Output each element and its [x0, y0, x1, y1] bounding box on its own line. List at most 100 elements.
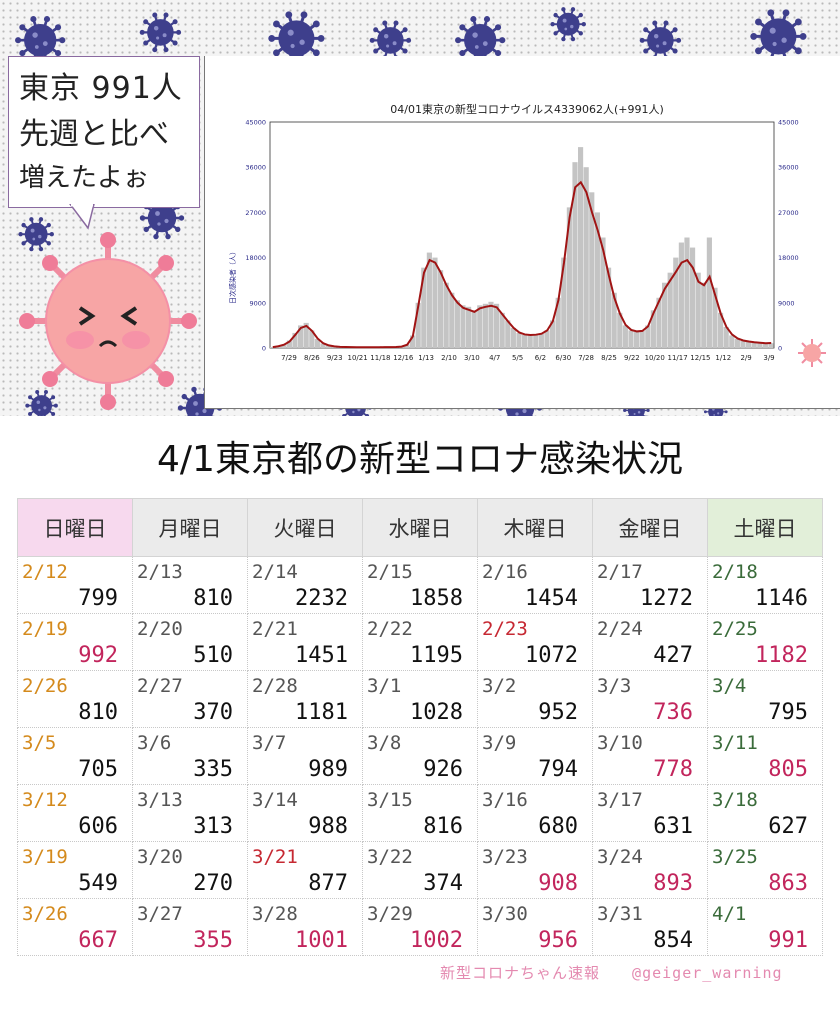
day-case-count: 810	[78, 700, 118, 725]
chart-bar	[706, 237, 712, 348]
y-tick-label-left: 27000	[245, 209, 266, 217]
y-tick-label-left: 18000	[245, 254, 266, 262]
chart-bar	[645, 325, 651, 348]
day-case-count: 549	[78, 871, 118, 896]
virus-icon	[639, 20, 681, 60]
x-tick-label: 12/16	[393, 354, 414, 362]
day-case-count: 313	[193, 814, 233, 839]
virus-icon	[369, 20, 411, 60]
chart-bar	[594, 212, 600, 348]
weekly-calendar-table: 日曜日 月曜日 火曜日 水曜日 木曜日 金曜日 土曜日 2/12 799 2/13 810 2/14…	[17, 498, 823, 956]
day-date: 3/27	[137, 903, 183, 925]
day-cell: 2/15 1858	[362, 556, 478, 614]
day-cell: 3/10 778	[592, 727, 708, 785]
chart-bar	[690, 247, 696, 348]
x-tick-label: 3/9	[763, 354, 774, 362]
day-cell: 3/16 680	[477, 784, 593, 842]
chart-title: 04/01東京の新型コロナウイルス4339062人(+991人)	[390, 102, 663, 116]
day-cell: 3/11 805	[707, 727, 823, 785]
day-cell: 3/12 606	[17, 784, 133, 842]
chart-bar	[550, 320, 556, 348]
chart-bar	[639, 330, 645, 348]
chart-bar	[650, 310, 656, 348]
day-date: 3/22	[367, 846, 413, 868]
day-date: 2/15	[367, 561, 413, 583]
x-tick-label: 10/21	[348, 354, 368, 362]
chart-bar	[538, 333, 544, 348]
day-cell: 3/24 893	[592, 841, 708, 899]
day-case-count: 1146	[755, 586, 808, 611]
day-case-count: 270	[193, 871, 233, 896]
day-cell: 2/22 1195	[362, 613, 478, 671]
chart-bar	[466, 306, 472, 348]
day-cell: 3/3 736	[592, 670, 708, 728]
day-case-count: 335	[193, 757, 233, 782]
y-tick-label-right: 18000	[778, 254, 799, 262]
day-date: 3/12	[22, 789, 68, 811]
day-date: 3/23	[482, 846, 528, 868]
y-tick-label-left: 9000	[249, 299, 266, 307]
chart-bar	[326, 345, 332, 348]
chart-bar	[516, 332, 522, 348]
chart-bar	[684, 237, 690, 348]
day-cell: 2/19 992	[17, 613, 133, 671]
day-cell: 3/18 627	[707, 784, 823, 842]
week-row: 3/12 606 3/13 313 3/14 988 3/15 816 3/16 680 3/17 6…	[17, 784, 823, 842]
day-cell: 4/1 991	[707, 898, 823, 956]
chart-bar	[751, 342, 757, 348]
chart-bar	[533, 334, 539, 348]
day-case-count: 794	[538, 757, 578, 782]
chart-bar	[544, 330, 550, 348]
day-cell: 3/30 956	[477, 898, 593, 956]
day-cell: 3/28 1001	[247, 898, 363, 956]
chart-bar	[314, 338, 320, 348]
week-row: 2/26 810 2/27 370 2/28 1181 3/1 1028 3/2 952 3/3 73…	[17, 670, 823, 728]
bubble-line-compare: 先週と比べ	[19, 117, 169, 152]
x-tick-label: 7/29	[281, 354, 297, 362]
chart-bar	[510, 327, 516, 348]
virus-icon	[139, 12, 181, 52]
day-date: 2/17	[597, 561, 643, 583]
day-cell: 2/26 810	[17, 670, 133, 728]
chart-bar	[320, 343, 326, 348]
day-date: 3/18	[712, 789, 758, 811]
day-case-count: 1181	[295, 700, 348, 725]
day-cell: 3/20 270	[132, 841, 248, 899]
chart-bar	[701, 282, 707, 348]
day-case-count: 1182	[755, 643, 808, 668]
chart-bar	[662, 282, 668, 348]
chart-bar	[583, 167, 589, 348]
table-heading: 4/1東京都の新型コロナ感染状況	[157, 439, 683, 480]
day-date: 2/28	[252, 675, 298, 697]
x-tick-label: 2/9	[740, 354, 751, 362]
chart-bar	[561, 257, 567, 348]
chart-bar	[443, 282, 449, 348]
chart-bar	[471, 310, 477, 348]
chart-bar	[723, 326, 729, 348]
day-case-count: 956	[538, 928, 578, 953]
weekday-header: 月曜日	[132, 498, 248, 557]
chart-bar	[695, 272, 701, 348]
day-cell: 3/23 908	[477, 841, 593, 899]
chart-bar	[578, 147, 584, 348]
x-tick-label: 6/30	[555, 354, 571, 362]
day-cell: 2/27 370	[132, 670, 248, 728]
day-case-count: 863	[768, 871, 808, 896]
day-case-count: 606	[78, 814, 118, 839]
day-date: 2/13	[137, 561, 183, 583]
day-cell: 2/17 1272	[592, 556, 708, 614]
y-tick-label-left: 45000	[245, 119, 266, 127]
day-cell: 3/21 877	[247, 841, 363, 899]
day-case-count: 1451	[295, 643, 348, 668]
y-tick-label-right: 36000	[778, 164, 799, 172]
chart-bar	[678, 242, 684, 348]
weekday-header: 日曜日	[17, 498, 133, 557]
chart-bar	[438, 270, 444, 348]
day-date: 3/7	[252, 732, 287, 754]
day-date: 3/4	[712, 675, 747, 697]
week-row: 3/19 549 3/20 270 3/21 877 3/22 374 3/23 908 3/24 8…	[17, 841, 823, 899]
chart-bar	[656, 297, 662, 348]
chart-bar	[410, 335, 416, 348]
week-row: 3/26 667 3/27 355 3/28 1001 3/29 1002 3/30 956 3/3…	[17, 898, 823, 956]
weekday-header: 金曜日	[592, 498, 708, 557]
